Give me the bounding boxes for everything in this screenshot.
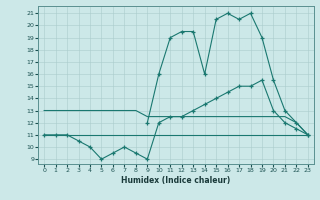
X-axis label: Humidex (Indice chaleur): Humidex (Indice chaleur) <box>121 176 231 185</box>
